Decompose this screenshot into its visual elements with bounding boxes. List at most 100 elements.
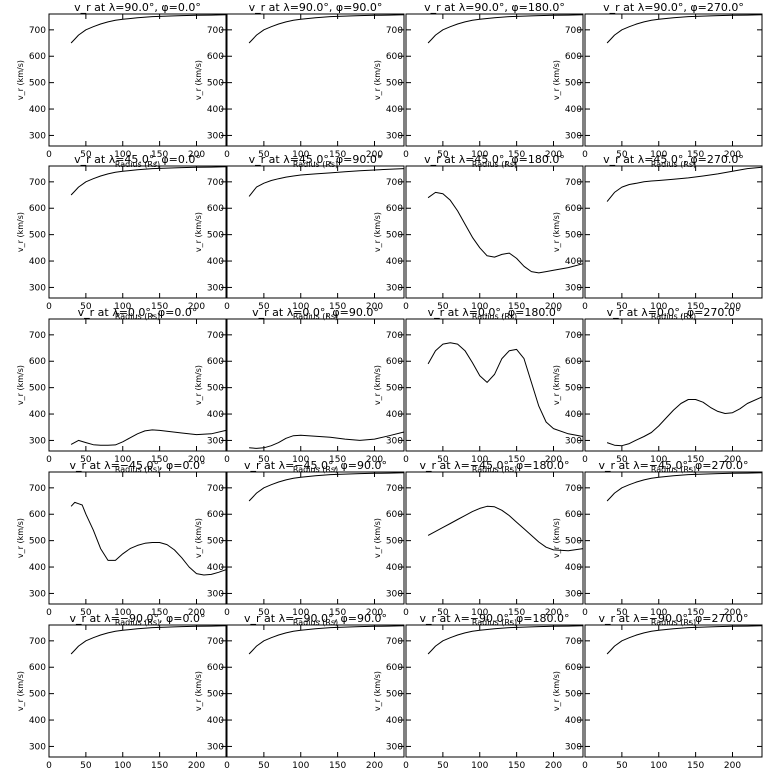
panel-title: v_r at λ=−45.0°, φ=0.0° [70,459,206,472]
x-tick-label: 100 [471,302,488,312]
panel-title: v_r at λ=−45.0°, φ=90.0° [244,459,387,472]
y-tick-label: 300 [29,131,46,141]
panel-1-3: v_r at λ=90.0°, φ=180.0°0 50 100 150 2003004… [373,1,584,169]
y-tick-label: 500 [29,690,46,700]
y-tick-label: 700 [386,178,403,188]
x-tick-label: 150 [151,302,168,312]
x-tick-label: 0 [582,302,588,312]
y-tick-label: 400 [29,410,46,420]
plot-frame [584,624,763,758]
y-tick-label: 500 [565,690,582,700]
x-tick-label: 150 [687,302,704,312]
x-axis-label: Radius (Rs) [472,160,517,169]
x-tick-label: 200 [188,302,205,312]
x-tick-label: 100 [292,761,309,768]
x-tick-label: 50 [258,302,270,312]
x-tick-label: 50 [258,608,270,618]
series-line [248,625,405,655]
y-tick-label: 600 [386,663,403,673]
y-tick-label: 500 [565,537,582,547]
panel-title: v_r at λ=0.0°, φ=270.0° [607,306,741,319]
panel-2-2: v_r at λ=45.0°, φ=90.0°0 50 100 150 20030040… [194,153,405,321]
x-tick-label: 150 [151,608,168,618]
y-tick-label: 400 [207,257,224,267]
series-line [70,501,227,576]
x-tick-label: 150 [508,455,525,465]
x-tick-label: 200 [545,455,562,465]
x-tick-label: 50 [80,150,92,160]
y-axis-label: v_r (km/s) [373,212,382,252]
y-tick-label: 500 [565,231,582,241]
y-tick-label: 600 [386,52,403,62]
y-tick-label: 600 [207,510,224,520]
y-tick-label: 700 [29,331,46,341]
x-tick-label: 150 [687,761,704,768]
y-tick-label: 300 [207,283,224,293]
x-tick-label: 200 [366,150,383,160]
plot-frame [584,13,763,147]
y-tick-label: 400 [386,716,403,726]
y-tick-label: 500 [207,384,224,394]
y-tick-label: 300 [207,742,224,752]
y-tick-label: 500 [207,231,224,241]
x-tick-label: 200 [188,455,205,465]
plot-frame [405,13,584,147]
x-axis-label: Radius (Rs) [651,312,696,321]
series-line [249,431,405,449]
panel-title: v_r at λ=−90.0°, φ=90.0° [244,612,387,625]
x-tick-label: 0 [224,150,230,160]
x-axis-label: Radius (Rs) [651,618,696,627]
y-tick-label: 600 [207,357,224,367]
panel-title: v_r at λ=90.0°, φ=270.0° [603,1,744,14]
series-line [70,429,227,446]
y-tick-label: 500 [565,79,582,89]
x-tick-label: 0 [403,608,409,618]
y-tick-label: 700 [386,484,403,494]
x-tick-label: 100 [292,608,309,618]
y-tick-label: 600 [565,52,582,62]
y-tick-label: 600 [29,510,46,520]
x-tick-label: 0 [403,150,409,160]
y-tick-label: 700 [207,637,224,647]
panel-title: v_r at λ=−45.0°, φ=180.0° [420,459,570,472]
x-tick-label: 100 [114,302,131,312]
x-tick-label: 150 [508,761,525,768]
y-tick-label: 700 [29,484,46,494]
y-tick-label: 600 [565,510,582,520]
x-tick-label: 50 [80,455,92,465]
x-tick-label: 50 [80,302,92,312]
x-tick-label: 150 [329,455,346,465]
y-tick-label: 500 [207,537,224,547]
y-tick-label: 600 [29,663,46,673]
x-tick-label: 100 [114,761,131,768]
x-tick-label: 150 [687,608,704,618]
y-tick-label: 300 [386,131,403,141]
x-tick-label: 200 [724,608,741,618]
x-tick-label: 50 [258,455,270,465]
y-tick-label: 600 [565,204,582,214]
y-tick-label: 300 [207,131,224,141]
x-axis-label: Radius (Rs) [472,312,517,321]
x-tick-label: 0 [403,455,409,465]
x-tick-label: 200 [724,455,741,465]
x-tick-label: 50 [437,150,449,160]
x-tick-label: 200 [188,150,205,160]
series-line [70,14,227,44]
panel-3-2: v_r at λ=0.0°, φ=90.0°0 50 100 150 200300400… [194,306,405,474]
x-tick-label: 200 [188,608,205,618]
x-tick-label: 150 [508,608,525,618]
panel-title: v_r at λ=−90.0°, φ=270.0° [599,612,749,625]
y-tick-label: 300 [29,283,46,293]
panel-title: v_r at λ=−45.0°, φ=270.0° [599,459,749,472]
y-axis-label: v_r (km/s) [16,518,25,558]
y-tick-label: 700 [565,26,582,36]
panel-5-3: v_r at λ=−90.0°, φ=180.0° 0 50 100 150 200 300… [373,612,584,768]
x-axis-label: Radius (Rs) [293,618,338,627]
y-tick-label: 500 [207,79,224,89]
plot-frame [226,471,405,605]
y-tick-label: 500 [207,690,224,700]
y-tick-label: 700 [207,178,224,188]
x-tick-label: 100 [650,150,667,160]
series-line [427,342,584,437]
y-tick-label: 600 [207,204,224,214]
